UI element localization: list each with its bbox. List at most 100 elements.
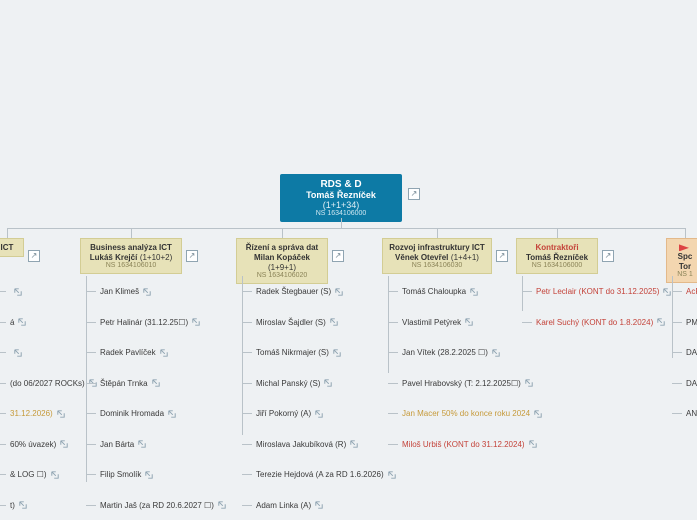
- root-title: RDS & D: [287, 179, 395, 190]
- dept-rsd[interactable]: Řízení a správa datMilan Kopáček (1+9+1)…: [236, 238, 328, 284]
- dept-title: Business analýza ICT: [87, 243, 175, 252]
- open-icon[interactable]: [470, 288, 478, 296]
- open-icon[interactable]: [57, 410, 65, 418]
- person-label: Štěpán Trnka: [100, 379, 148, 388]
- dept-title: Kontraktoři: [523, 243, 591, 252]
- open-icon[interactable]: [534, 410, 542, 418]
- dept-code: NS 1634106030: [389, 262, 485, 269]
- open-icon[interactable]: [138, 440, 146, 448]
- open-icon[interactable]: [168, 410, 176, 418]
- open-icon[interactable]: [315, 410, 323, 418]
- person-row[interactable]: Jan Macer 50% do konce roku 2024: [402, 406, 542, 421]
- dept-code: NS 1634106020: [243, 272, 321, 279]
- open-icon[interactable]: [315, 501, 323, 509]
- open-icon[interactable]: [14, 288, 22, 296]
- open-icon[interactable]: [18, 318, 26, 326]
- dept-lead: Tomáš Řezníček: [523, 252, 591, 262]
- person-row[interactable]: Miloš Urbiš (KONT do 31.12.2024): [402, 437, 542, 452]
- open-icon[interactable]: [330, 318, 338, 326]
- person-row[interactable]: Tomáš Nikrmajer (S): [256, 345, 396, 360]
- root-department[interactable]: RDS & DTomáš Řezníček (1+1+34)NS 1634106…: [280, 174, 402, 222]
- person-label: Tomáš Nikrmajer (S): [256, 348, 329, 357]
- person-row[interactable]: DA – E: [686, 345, 697, 360]
- person-row[interactable]: AcR –: [686, 284, 697, 299]
- dept-ict-left[interactable]: ICT: [0, 238, 24, 257]
- person-row[interactable]: (do 06/2027 ROCKs): [10, 376, 97, 391]
- person-row[interactable]: Michal Panský (S): [256, 376, 396, 391]
- person-row[interactable]: Adam Linka (A): [256, 498, 396, 513]
- open-icon[interactable]: [388, 471, 396, 479]
- open-icon[interactable]: [657, 318, 665, 326]
- open-icon[interactable]: [492, 349, 500, 357]
- open-icon[interactable]: [143, 288, 151, 296]
- open-icon[interactable]: [333, 349, 341, 357]
- person-row[interactable]: Jiří Pokorný (A): [256, 406, 396, 421]
- open-icon[interactable]: ↗: [28, 250, 40, 262]
- person-row[interactable]: DA – I: [686, 376, 697, 391]
- flag-icon: [679, 244, 689, 251]
- open-icon[interactable]: ↗: [332, 250, 344, 262]
- person-row[interactable]: Jan Vítek (28.2.2025 ☐): [402, 345, 542, 360]
- person-label: Martin Jaš (za RD 20.6.2027 ☐): [100, 501, 214, 510]
- open-icon[interactable]: [465, 318, 473, 326]
- person-label: (do 06/2027 ROCKs): [10, 379, 85, 388]
- person-row[interactable]: Miroslava Jakubíková (R): [256, 437, 396, 452]
- open-icon[interactable]: ↗: [186, 250, 198, 262]
- person-label: Michal Panský (S): [256, 379, 320, 388]
- person-label: Petr Leclair (KONT do 31.12.2025): [536, 287, 659, 296]
- dept-ba-ict[interactable]: Business analýza ICTLukáš Krejčí (1+10+2…: [80, 238, 182, 274]
- person-label: AN – J: [686, 409, 697, 418]
- person-label: DA – I: [686, 379, 697, 388]
- open-icon[interactable]: [19, 501, 27, 509]
- open-icon[interactable]: [152, 379, 160, 387]
- open-icon[interactable]: ↗: [408, 188, 420, 200]
- person-row[interactable]: Pavel Hrabovský (T: 2.12.2025☐): [402, 376, 542, 391]
- open-icon[interactable]: [529, 440, 537, 448]
- person-label: 31.12.2026): [10, 409, 53, 418]
- person-label: Miroslav Šajdler (S): [256, 318, 326, 327]
- open-icon[interactable]: [218, 501, 226, 509]
- person-row[interactable]: [10, 345, 97, 360]
- person-row[interactable]: Karel Suchý (KONT do 1.8.2024): [536, 315, 671, 330]
- person-row[interactable]: AN – J: [686, 406, 697, 421]
- person-label: Karel Suchý (KONT do 1.8.2024): [536, 318, 653, 327]
- person-row[interactable]: [10, 284, 97, 299]
- person-label: Dominik Hromada: [100, 409, 164, 418]
- dept-title: Rozvoj infrastruktury ICT: [389, 243, 485, 252]
- open-icon[interactable]: [145, 471, 153, 479]
- open-icon[interactable]: ↗: [602, 250, 614, 262]
- open-icon[interactable]: [60, 440, 68, 448]
- open-icon[interactable]: [335, 288, 343, 296]
- person-label: Jan Macer 50% do konce roku 2024: [402, 409, 530, 418]
- dept-lead: Milan Kopáček (1+9+1): [243, 252, 321, 272]
- open-icon[interactable]: [525, 379, 533, 387]
- open-icon[interactable]: [350, 440, 358, 448]
- person-row[interactable]: 60% úvazek): [10, 437, 97, 452]
- open-icon[interactable]: [160, 349, 168, 357]
- people-list: á (do 06/2027 ROCKs)31.12.2026)60% úvaze…: [10, 284, 97, 424]
- dept-title: Řízení a správa dat: [243, 243, 321, 252]
- person-row[interactable]: Terezie Hejdová (A za RD 1.6.2026): [256, 467, 396, 482]
- person-row[interactable]: Miroslav Šajdler (S): [256, 315, 396, 330]
- person-row[interactable]: Petr Leclair (KONT do 31.12.2025): [536, 284, 671, 299]
- open-icon[interactable]: [14, 349, 22, 357]
- person-row[interactable]: á: [10, 315, 97, 330]
- people-list: Petr Leclair (KONT do 31.12.2025)Karel S…: [536, 284, 671, 315]
- dept-spc[interactable]: SpcTor NS 1: [666, 238, 697, 283]
- person-row[interactable]: 31.12.2026): [10, 406, 97, 421]
- open-icon[interactable]: [51, 471, 59, 479]
- open-icon[interactable]: ↗: [496, 250, 508, 262]
- person-label: Jiří Pokorný (A): [256, 409, 311, 418]
- person-row[interactable]: PM – a: [686, 315, 697, 330]
- person-label: Terezie Hejdová (A za RD 1.6.2026): [256, 470, 384, 479]
- person-row[interactable]: Radek Štegbauer (S): [256, 284, 396, 299]
- person-label: 60% úvazek): [10, 440, 56, 449]
- open-icon[interactable]: [663, 288, 671, 296]
- person-row[interactable]: t): [10, 498, 97, 513]
- person-row[interactable]: & LOG ☐): [10, 467, 97, 482]
- person-label: t): [10, 501, 15, 510]
- open-icon[interactable]: [192, 318, 200, 326]
- dept-ri[interactable]: Rozvoj infrastruktury ICTVěnek Otevřel (…: [382, 238, 492, 274]
- open-icon[interactable]: [324, 379, 332, 387]
- dept-kont[interactable]: KontraktořiTomáš Řezníček NS 1634106000: [516, 238, 598, 274]
